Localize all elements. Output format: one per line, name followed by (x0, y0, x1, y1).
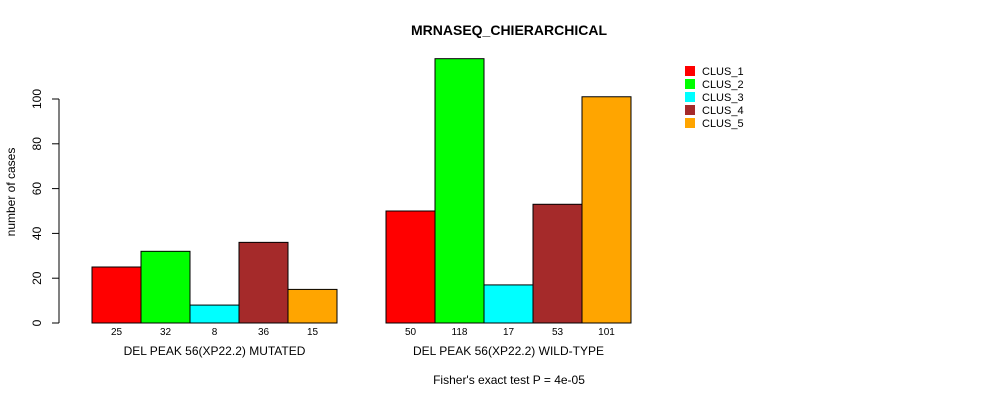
y-axis: 0 20 40 60 80 100 (30, 89, 60, 326)
bar-clus-4 (532, 203, 583, 324)
bar-clus-4 (238, 241, 289, 324)
legend-swatch (685, 105, 695, 115)
y-tick-label: 40 (30, 226, 44, 240)
y-axis-label: number of cases (4, 148, 18, 237)
bar-clus-5 (581, 96, 632, 324)
bar-clus-5 (287, 288, 338, 324)
bar-clus-1 (385, 210, 436, 324)
bar-count-label: 36 (258, 327, 270, 338)
legend-label: CLUS_2 (702, 79, 744, 91)
y-tick-label: 0 (30, 319, 44, 326)
bar-count-label: 118 (452, 327, 468, 338)
group-labels: DEL PEAK 56(XP22.2) MUTATED DEL PEAK 56(X… (124, 344, 604, 358)
legend-swatch (685, 66, 695, 76)
bar-count-label: 101 (598, 327, 615, 338)
bar-clus-3 (483, 284, 534, 324)
bar-clus-2 (434, 58, 485, 324)
bar-count-label: 8 (212, 327, 218, 338)
group-label: DEL PEAK 56(XP22.2) MUTATED (124, 344, 306, 358)
count-labels: 25 32 8 36 15 50 118 17 53 101 (111, 327, 615, 338)
bar-clus-1 (91, 266, 142, 324)
chart-title: MRNASEQ_CHIERARCHICAL (411, 22, 607, 38)
legend-label: CLUS_4 (702, 105, 744, 117)
bar-count-label: 32 (160, 327, 172, 338)
bar-count-label: 50 (405, 327, 417, 338)
legend-label: CLUS_3 (702, 92, 744, 104)
bar-count-label: 17 (503, 327, 515, 338)
y-tick-label: 100 (30, 89, 44, 109)
bars (91, 58, 632, 324)
y-tick-label: 80 (30, 137, 44, 151)
legend-label: CLUS_1 (702, 66, 744, 78)
legend-swatch (685, 92, 695, 102)
fisher-test-footnote: Fisher's exact test P = 4e-05 (433, 373, 585, 387)
legend-swatch (685, 79, 695, 89)
bar-clus-2 (140, 250, 191, 324)
bar-count-label: 53 (552, 327, 564, 338)
group-label: DEL PEAK 56(XP22.2) WILD-TYPE (413, 344, 604, 358)
bar-clus-3 (189, 304, 240, 324)
bar-count-label: 15 (307, 327, 319, 338)
bar-count-label: 25 (111, 327, 123, 338)
legend-label: CLUS_5 (702, 118, 744, 130)
y-tick-label: 60 (30, 182, 44, 196)
legend-swatch (685, 118, 695, 128)
y-tick-label: 20 (30, 271, 44, 285)
